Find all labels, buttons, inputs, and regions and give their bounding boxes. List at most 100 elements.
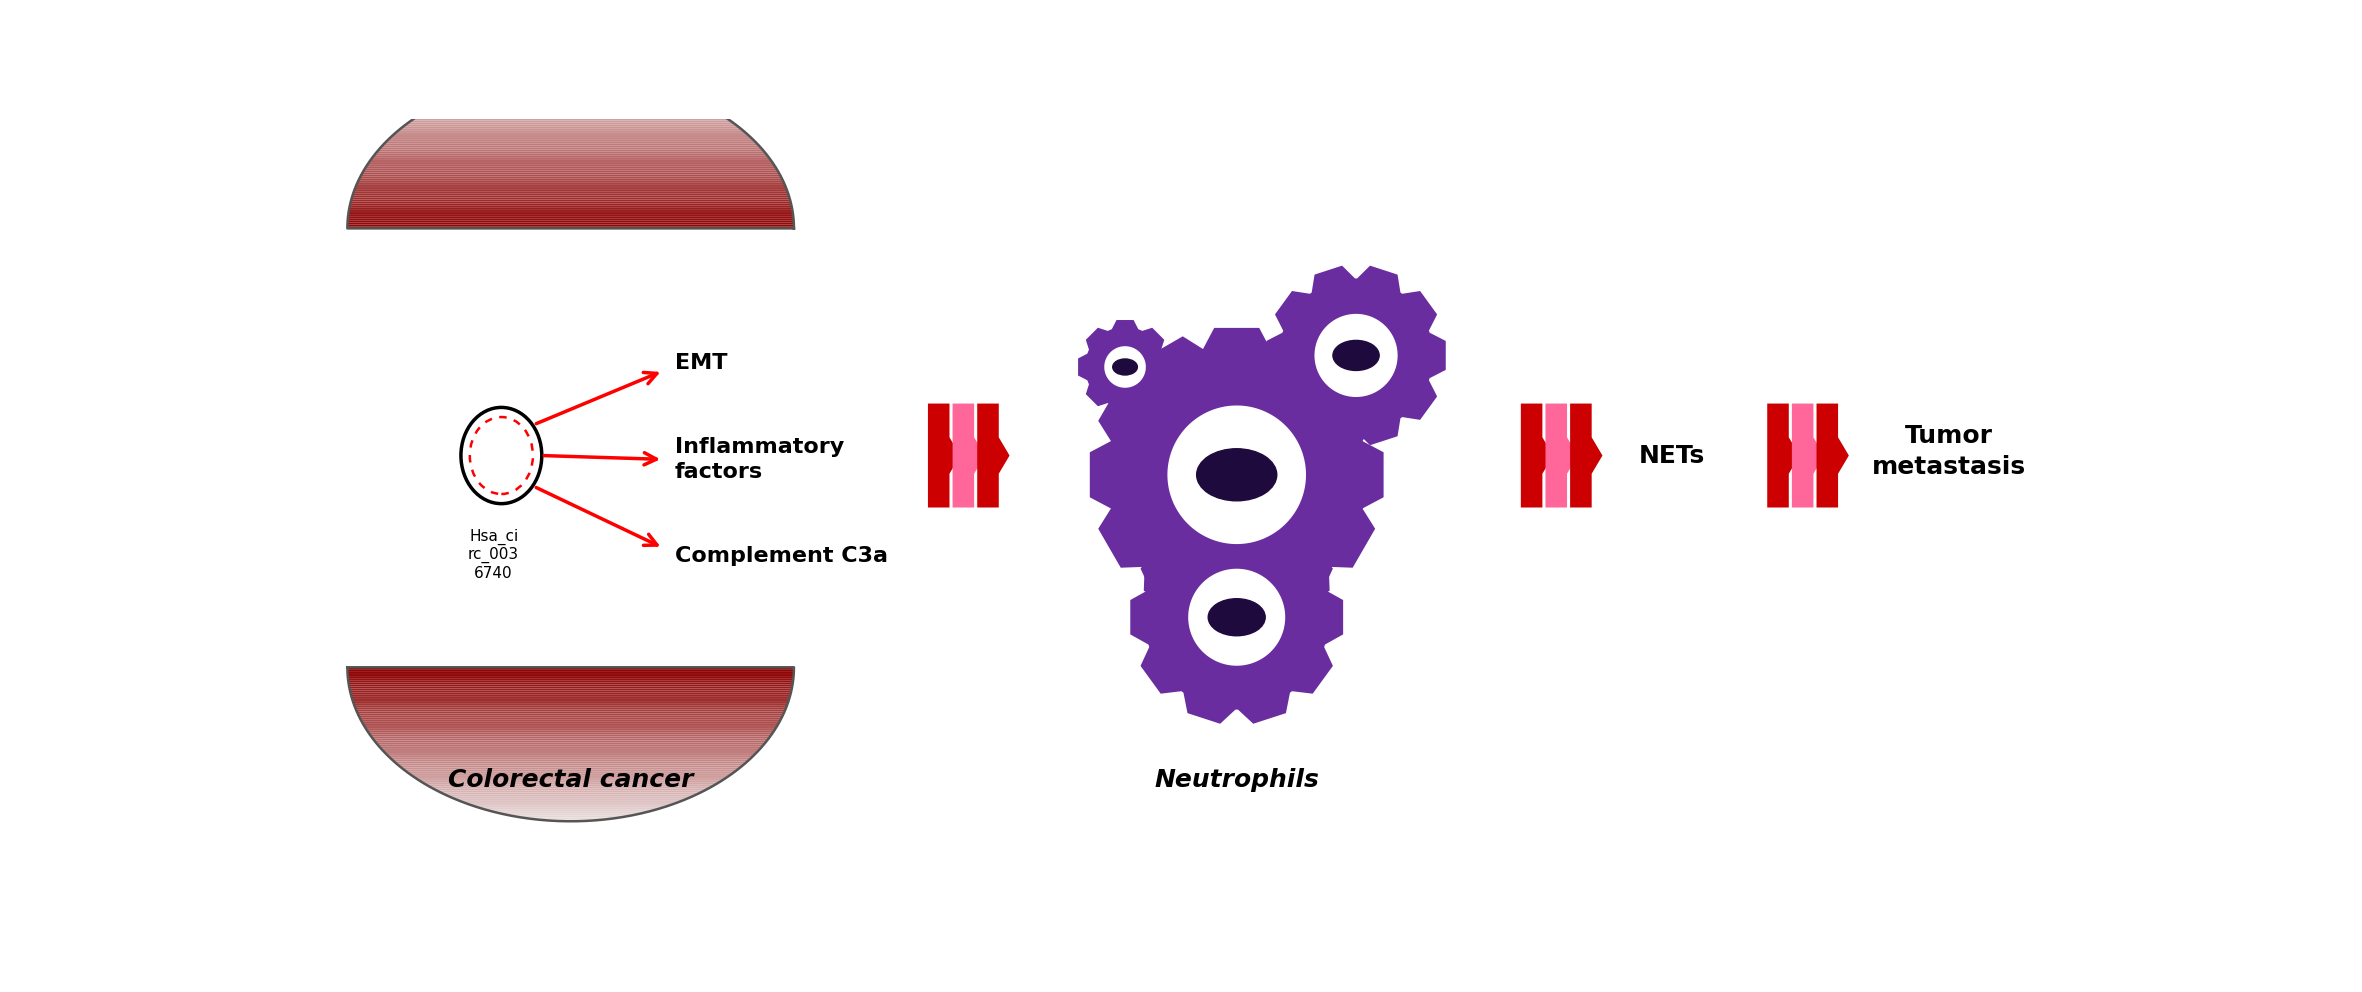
Polygon shape — [350, 207, 791, 209]
Polygon shape — [371, 735, 772, 737]
Polygon shape — [1793, 404, 1823, 508]
Polygon shape — [347, 673, 794, 675]
Polygon shape — [397, 130, 744, 132]
Polygon shape — [413, 117, 727, 119]
Polygon shape — [1105, 346, 1146, 388]
Polygon shape — [373, 154, 768, 155]
Polygon shape — [385, 754, 756, 756]
Polygon shape — [373, 738, 768, 740]
Polygon shape — [1767, 404, 1800, 508]
Polygon shape — [409, 121, 732, 122]
Polygon shape — [347, 677, 794, 679]
Polygon shape — [404, 124, 737, 126]
Polygon shape — [347, 224, 794, 226]
Polygon shape — [352, 191, 789, 193]
Polygon shape — [439, 793, 702, 795]
Polygon shape — [1816, 404, 1849, 508]
Polygon shape — [399, 766, 742, 768]
Ellipse shape — [1113, 359, 1138, 375]
Polygon shape — [376, 742, 765, 744]
Polygon shape — [444, 99, 697, 101]
Polygon shape — [350, 205, 791, 207]
Polygon shape — [510, 78, 631, 80]
Polygon shape — [357, 709, 784, 711]
Polygon shape — [444, 795, 697, 797]
Polygon shape — [522, 76, 621, 78]
Polygon shape — [347, 222, 794, 224]
Polygon shape — [364, 167, 777, 169]
Polygon shape — [352, 193, 789, 195]
Polygon shape — [472, 806, 668, 807]
Polygon shape — [385, 142, 758, 144]
Polygon shape — [347, 219, 794, 220]
Polygon shape — [371, 157, 770, 159]
Polygon shape — [472, 88, 668, 90]
Polygon shape — [373, 740, 768, 742]
Polygon shape — [1167, 406, 1306, 544]
Polygon shape — [487, 84, 657, 86]
Polygon shape — [385, 140, 756, 142]
Polygon shape — [347, 668, 794, 670]
Ellipse shape — [1209, 599, 1266, 636]
Polygon shape — [409, 773, 732, 775]
Polygon shape — [357, 711, 784, 713]
Polygon shape — [928, 404, 961, 508]
Polygon shape — [437, 103, 704, 105]
Polygon shape — [380, 146, 761, 148]
Polygon shape — [361, 723, 779, 725]
Polygon shape — [479, 807, 661, 809]
Polygon shape — [371, 737, 770, 738]
Polygon shape — [501, 813, 640, 815]
Polygon shape — [357, 181, 784, 183]
Polygon shape — [425, 785, 716, 787]
Polygon shape — [402, 768, 739, 770]
Polygon shape — [1266, 266, 1446, 445]
Polygon shape — [366, 729, 775, 731]
Polygon shape — [383, 750, 758, 752]
Polygon shape — [536, 74, 605, 76]
Polygon shape — [380, 748, 761, 750]
Polygon shape — [352, 694, 791, 696]
Polygon shape — [347, 679, 794, 681]
Polygon shape — [364, 727, 777, 729]
Polygon shape — [354, 186, 787, 187]
Polygon shape — [420, 113, 720, 115]
Polygon shape — [501, 80, 640, 82]
Polygon shape — [458, 93, 683, 95]
Polygon shape — [468, 90, 673, 91]
Polygon shape — [359, 717, 782, 719]
Polygon shape — [411, 119, 730, 121]
Polygon shape — [364, 169, 777, 171]
Polygon shape — [347, 217, 794, 219]
Polygon shape — [354, 187, 787, 189]
Polygon shape — [347, 675, 794, 677]
Polygon shape — [390, 136, 751, 138]
Polygon shape — [458, 801, 683, 802]
Polygon shape — [406, 771, 735, 773]
Polygon shape — [354, 704, 787, 705]
Ellipse shape — [1332, 340, 1379, 370]
Polygon shape — [378, 744, 763, 746]
Polygon shape — [357, 183, 784, 185]
Polygon shape — [413, 777, 727, 779]
Polygon shape — [454, 95, 687, 97]
Polygon shape — [1571, 404, 1601, 508]
Polygon shape — [378, 150, 763, 152]
Polygon shape — [423, 783, 718, 785]
Text: Hsa_ci
rc_003
6740: Hsa_ci rc_003 6740 — [468, 529, 520, 581]
Polygon shape — [350, 201, 791, 203]
Polygon shape — [406, 122, 735, 124]
Polygon shape — [1077, 320, 1172, 414]
Polygon shape — [350, 211, 794, 213]
Polygon shape — [1545, 404, 1578, 508]
Polygon shape — [361, 719, 782, 721]
Polygon shape — [366, 163, 775, 165]
Polygon shape — [952, 404, 985, 508]
Polygon shape — [350, 203, 791, 205]
Polygon shape — [479, 86, 661, 88]
Polygon shape — [394, 132, 746, 134]
Polygon shape — [392, 760, 749, 762]
Polygon shape — [347, 226, 794, 228]
Polygon shape — [352, 197, 789, 199]
Polygon shape — [394, 762, 746, 764]
